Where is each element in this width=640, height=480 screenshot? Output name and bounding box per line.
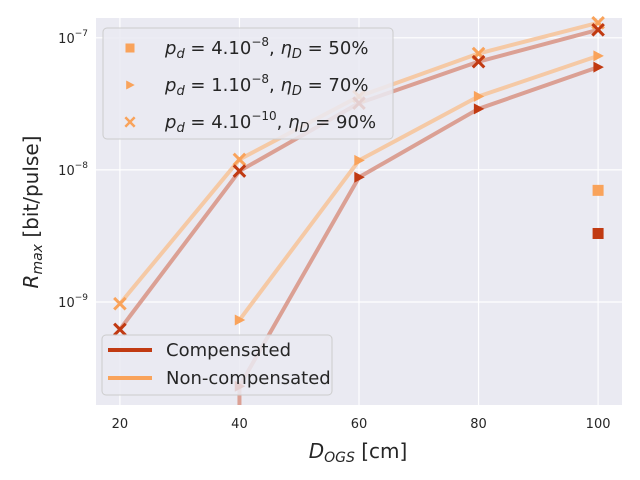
legend-marker xyxy=(125,43,135,53)
x-tick-label: 20 xyxy=(112,417,129,432)
data-point xyxy=(113,322,127,337)
data-point xyxy=(234,314,246,326)
legend-label: pd = 4.10−10, ηD = 90% xyxy=(164,109,376,136)
y-tick-label: 10−7 xyxy=(58,29,88,47)
data-point xyxy=(354,154,365,166)
data-point xyxy=(473,90,485,102)
x-tick-label: 100 xyxy=(586,417,611,432)
data-point xyxy=(232,164,247,178)
y-axis-label: Rmax [bit/pulse] xyxy=(19,136,46,289)
data-point xyxy=(592,227,604,239)
x-tick-label: 60 xyxy=(351,417,368,432)
marker-legend-box xyxy=(102,27,394,140)
data-point xyxy=(232,152,247,167)
legend-label: Non-compensated xyxy=(166,368,331,389)
data-point xyxy=(354,171,365,183)
data-point xyxy=(592,184,604,196)
data-point xyxy=(471,54,486,69)
x-tick-label: 80 xyxy=(470,417,487,432)
data-point xyxy=(113,296,127,311)
data-point xyxy=(593,50,604,62)
x-tick-label: 40 xyxy=(231,417,248,432)
legend-marker xyxy=(124,116,136,128)
x-axis-label: DOGS [cm] xyxy=(309,439,408,466)
legend-label: pd = 1.10−8, ηD = 70% xyxy=(164,72,368,99)
data-point xyxy=(473,103,485,115)
y-tick-labels: 10−9 10−8 10−7 xyxy=(58,29,88,311)
legend-marker xyxy=(126,80,135,90)
series-line xyxy=(237,53,599,322)
y-tick-label: 10−8 xyxy=(58,161,88,179)
line-legend-box xyxy=(101,334,333,396)
y-tick-label: 10−9 xyxy=(58,293,88,311)
data-point xyxy=(593,61,604,73)
marker-legend: pd = 4.10−8, ηD = 50% pd = 1.10−8, ηD = 7… xyxy=(102,27,394,140)
legend-label: pd = 4.10−8, ηD = 50% xyxy=(164,35,368,62)
line-legend: Compensated Non-compensated xyxy=(101,334,333,396)
data-point xyxy=(591,22,605,37)
legend-label: Compensated xyxy=(166,340,291,361)
x-tick-labels: 20 40 60 80 100 xyxy=(112,417,611,432)
